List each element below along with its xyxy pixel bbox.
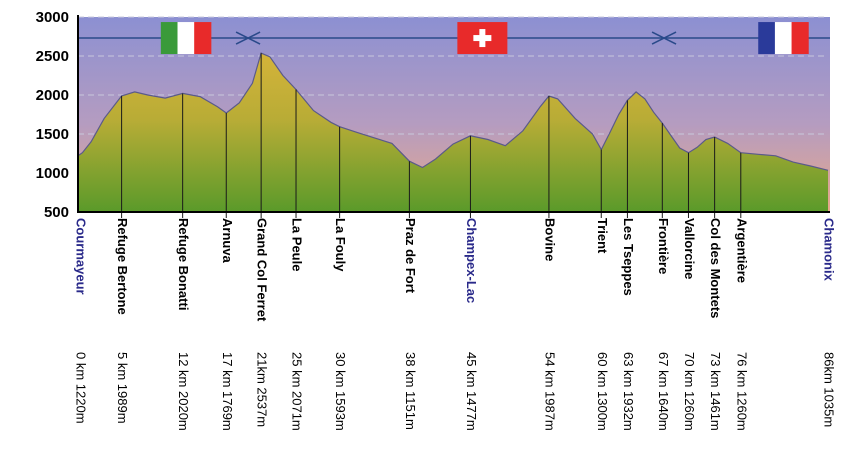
waypoint-name: Trient [595, 218, 610, 254]
waypoint-name: Grand Col Ferret [255, 218, 270, 322]
waypoint-distance: 17 km 1769m [220, 352, 235, 431]
waypoint-name: Arnuva [220, 218, 235, 264]
waypoint-distance: 12 km 2020m [176, 352, 191, 431]
border-crossing-icon [235, 31, 261, 45]
waypoint-name: Refuge Bonatti [176, 218, 191, 310]
waypoint-distance: 63 km 1932m [621, 352, 636, 431]
waypoint-name: Frontière [656, 218, 671, 274]
border-crossings [235, 31, 677, 45]
waypoint-distance-labels: 0 km 1220m 5 km 1989m 12 km 2020m 17 km 176… [74, 352, 837, 431]
waypoint-name: Vallorcine [682, 218, 697, 279]
y-tick-label: 500 [44, 204, 69, 221]
waypoint-distance: 54 km 1987m [542, 352, 557, 431]
y-tick-label: 1500 [36, 126, 69, 143]
y-tick-labels: 500 1000 1500 2000 2500 3000 [36, 9, 69, 221]
waypoint-distance: 21km 2537m [255, 352, 270, 427]
y-tick-label: 2500 [36, 48, 69, 65]
flag-france-icon [758, 22, 809, 55]
waypoint-distance: 86km 1035m [822, 352, 837, 427]
waypoint-name: Praz de Fort [403, 218, 418, 294]
waypoint-name: Bovine [542, 218, 557, 261]
waypoint-distance: 45 km 1477m [464, 352, 479, 431]
waypoint-distance: 70 km 1260m [682, 352, 697, 431]
waypoint-name: Col des Montets [708, 218, 723, 318]
waypoint-drop-lines [121, 53, 742, 218]
waypoint-name: La Peule [290, 218, 305, 271]
country-flags [160, 22, 809, 55]
waypoint-name: Refuge Bertone [115, 218, 130, 315]
waypoint-name: Argentière [734, 218, 749, 283]
waypoint-distance: 0 km 1220m [74, 352, 89, 424]
waypoint-distance: 38 km 1151m [403, 352, 418, 430]
y-tick-label: 1000 [36, 165, 69, 182]
waypoint-name: La Fouly [333, 218, 348, 272]
waypoint-distance: 60 km 1300m [595, 352, 610, 431]
y-tick-label: 3000 [36, 9, 69, 26]
waypoint-name: Les Tseppes [621, 218, 636, 296]
flag-switzerland-icon [457, 22, 508, 55]
waypoint-distance: 67 km 1640m [656, 352, 671, 431]
waypoint-distance: 30 km 1593m [333, 352, 348, 431]
border-crossing-icon [651, 31, 677, 45]
waypoint-distance: 73 km 1461m [708, 352, 723, 431]
waypoint-distance: 25 km 2071m [290, 352, 305, 431]
waypoint-name: Courmayeur [74, 218, 89, 295]
flag-italy-icon [160, 22, 212, 55]
y-tick-label: 2000 [36, 87, 69, 104]
terrain-area [78, 53, 828, 212]
waypoint-name: Champex-Lac [464, 218, 479, 303]
waypoint-name: Chamonix [822, 218, 837, 282]
waypoint-distance: 5 km 1989m [115, 352, 130, 424]
terrain-outline [77, 52, 829, 171]
waypoint-distance: 76 km 1260m [734, 352, 749, 431]
waypoint-name-labels: Courmayeur Refuge Bertone Refuge Bonatti Ar… [74, 218, 837, 322]
